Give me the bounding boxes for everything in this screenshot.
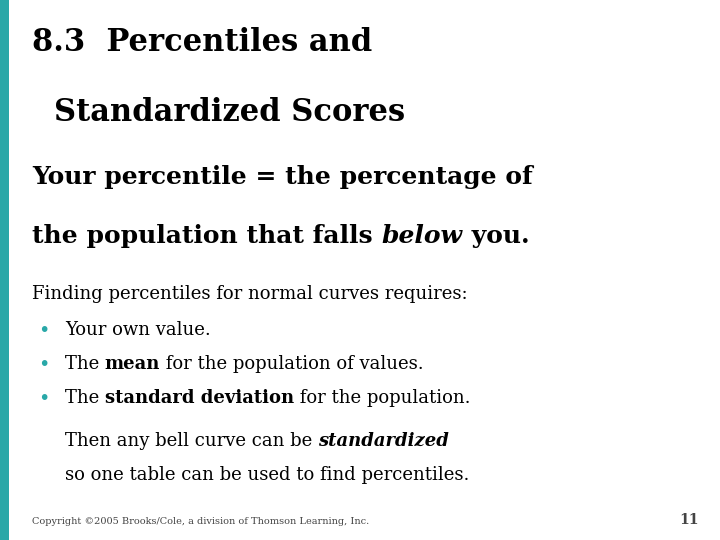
Text: •: • xyxy=(38,389,50,408)
Text: •: • xyxy=(38,321,50,340)
Text: the population that falls: the population that falls xyxy=(32,224,382,248)
Text: The: The xyxy=(65,389,105,407)
Text: Standardized Scores: Standardized Scores xyxy=(54,97,405,128)
Text: 8.3  Percentiles and: 8.3 Percentiles and xyxy=(32,27,373,58)
Text: standard deviation: standard deviation xyxy=(105,389,294,407)
Text: The: The xyxy=(65,355,105,373)
Text: so one table can be used to find percentiles.: so one table can be used to find percent… xyxy=(65,466,469,484)
Text: 11: 11 xyxy=(679,512,698,526)
Text: Your percentile = the percentage of: Your percentile = the percentage of xyxy=(32,165,533,188)
Text: Your own value.: Your own value. xyxy=(65,321,210,339)
Text: Finding percentiles for normal curves requires:: Finding percentiles for normal curves re… xyxy=(32,285,468,302)
Text: standardized: standardized xyxy=(318,432,449,450)
Text: for the population.: for the population. xyxy=(294,389,470,407)
Text: •: • xyxy=(38,355,50,374)
Text: you.: you. xyxy=(463,224,529,248)
Bar xyxy=(0,0,9,540)
Text: below: below xyxy=(382,224,463,248)
Text: for the population of values.: for the population of values. xyxy=(160,355,424,373)
Text: Then any bell curve can be: Then any bell curve can be xyxy=(65,432,318,450)
Text: mean: mean xyxy=(105,355,160,373)
Text: Copyright ©2005 Brooks/Cole, a division of Thomson Learning, Inc.: Copyright ©2005 Brooks/Cole, a division … xyxy=(32,517,369,526)
